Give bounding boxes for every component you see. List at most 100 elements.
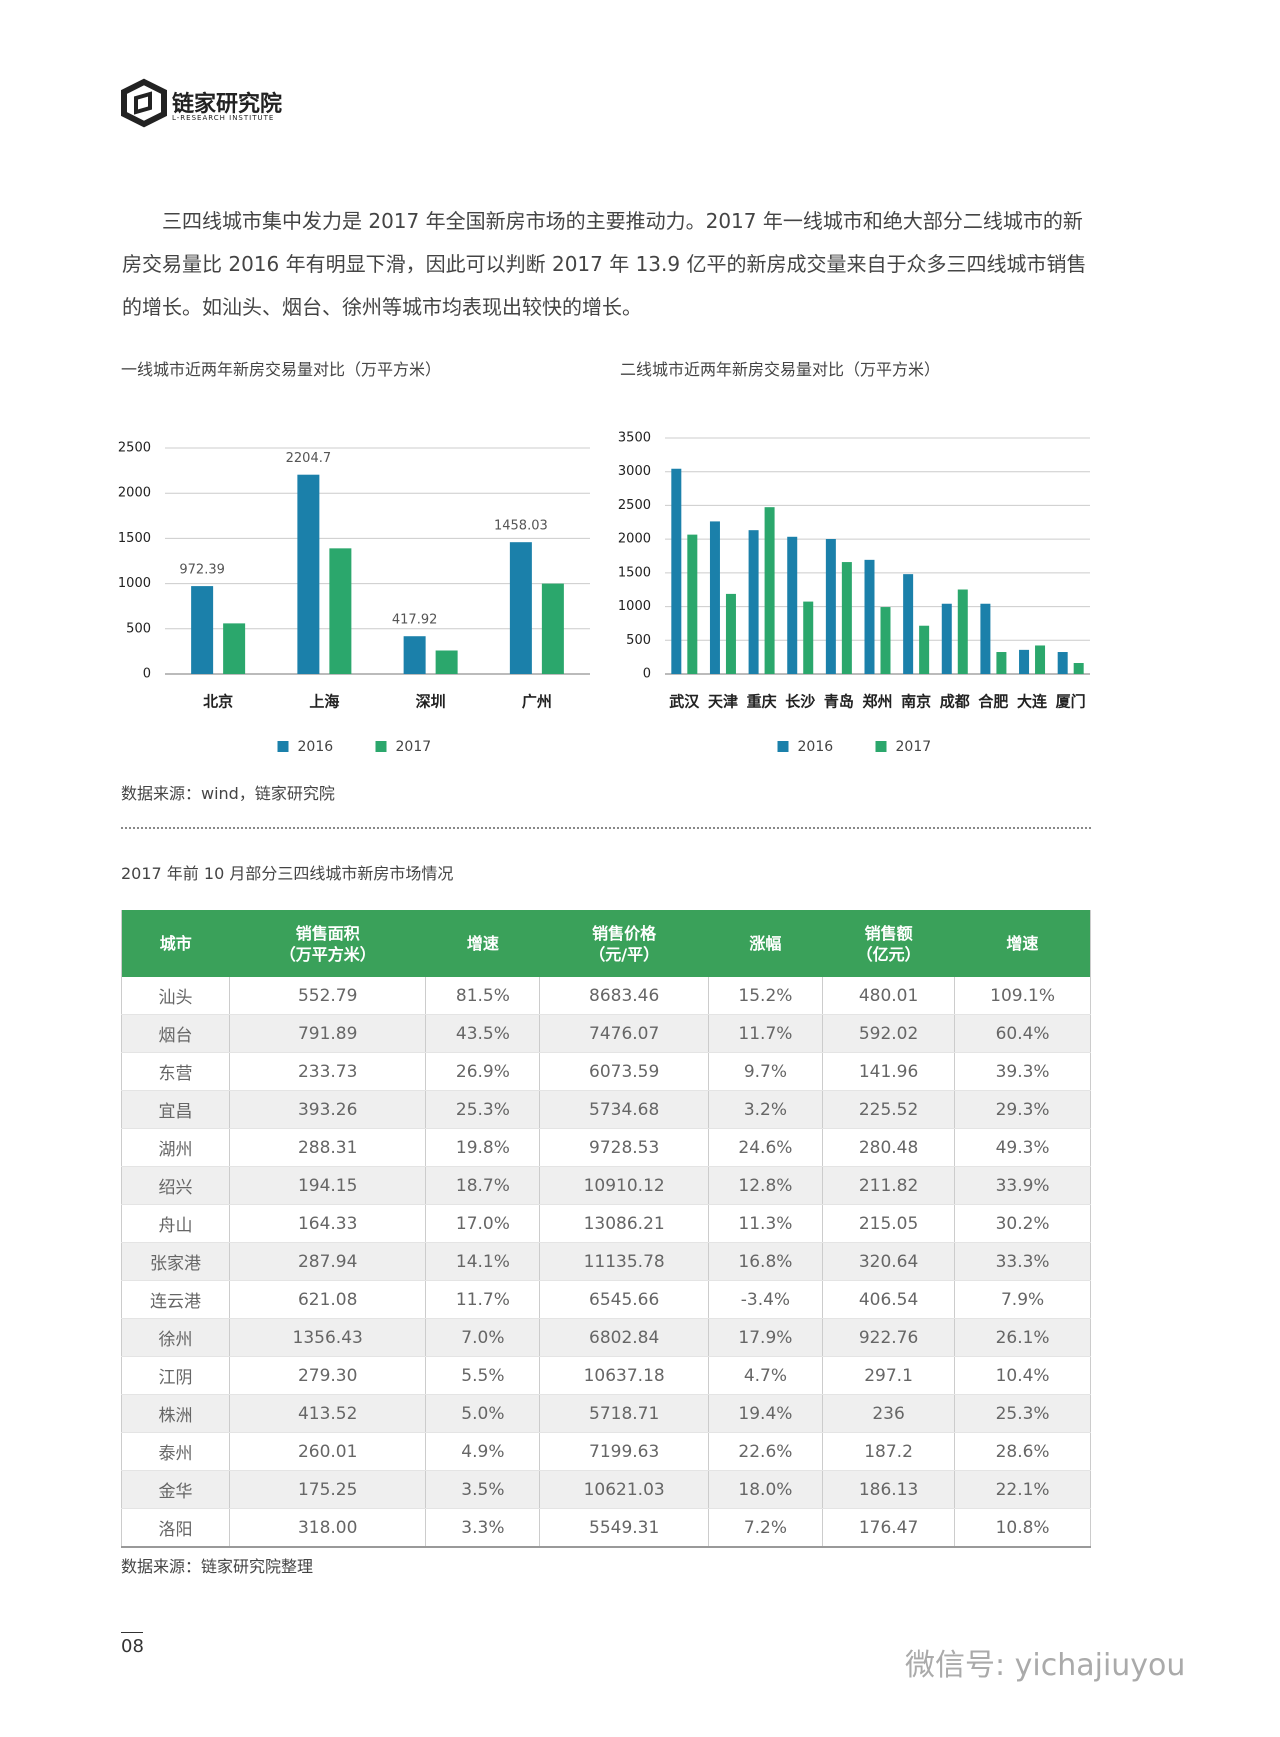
- table-cell: 922.76: [821, 1318, 955, 1357]
- table-cell: 6802.84: [539, 1318, 709, 1357]
- table-cell: 泰州: [121, 1432, 230, 1471]
- table-row: 洛阳 318.00 3.3% 5549.31 7.2% 176.47 10.8%: [121, 1508, 1091, 1548]
- table-cell: 7.0%: [425, 1318, 540, 1357]
- y-tick-label: 1000: [618, 599, 651, 614]
- table-cell: 1356.43: [229, 1318, 426, 1357]
- table-cell: 株洲: [121, 1394, 230, 1433]
- table-row: 湖州 288.31 19.8% 9728.53 24.6% 280.48 49.3%: [121, 1128, 1091, 1167]
- bar: [1073, 663, 1084, 674]
- table-cell: 288.31: [229, 1128, 426, 1167]
- table-row: 徐州 1356.43 7.0% 6802.84 17.9% 922.76 26.1%: [121, 1318, 1091, 1357]
- column-header: 涨幅: [708, 910, 823, 977]
- column-header: 城市: [121, 910, 230, 977]
- bar: [725, 593, 736, 674]
- table-cell: 张家港: [121, 1242, 230, 1281]
- table-cell: 393.26: [229, 1090, 426, 1129]
- x-tick-label: 武汉: [669, 693, 700, 711]
- bar: [880, 607, 891, 674]
- divider: [121, 827, 1091, 829]
- table-cell: 13086.21: [539, 1204, 709, 1243]
- table-cell: 7.2%: [707, 1508, 823, 1548]
- table-cell: 287.94: [229, 1242, 426, 1281]
- bar: [996, 652, 1007, 674]
- table-cell: 洛阳: [121, 1508, 230, 1548]
- logo-subtitle: L-RESEARCH INSTITUTE: [172, 114, 275, 122]
- charts: 0 500 1000 1500 2000 2500 北京 972.39 上海 2204.7 深圳 41…: [118, 431, 1090, 755]
- bar: [1057, 652, 1068, 674]
- bar: [919, 625, 930, 674]
- table-cell: 6073.59: [539, 1052, 709, 1091]
- table-cell: 236: [821, 1394, 955, 1433]
- legend-swatch: [277, 741, 289, 752]
- table-row: 宜昌 393.26 25.3% 5734.68 3.2% 225.52 29.3%: [121, 1090, 1091, 1129]
- x-tick-label: 合肥: [977, 693, 1008, 711]
- table-cell: 225.52: [821, 1090, 955, 1129]
- legend-label: 2017: [896, 739, 932, 755]
- page-number: 08: [121, 1636, 144, 1657]
- table-cell: 5.0%: [425, 1394, 540, 1433]
- table-cell: 194.15: [229, 1166, 426, 1205]
- table-cell: 10.4%: [954, 1356, 1091, 1395]
- table-cell: 33.3%: [954, 1242, 1091, 1281]
- table: 城市 销售面积 （万平方米） 增速 销售价格 （元/平） 涨幅 销售额 （亿元） 增速 汕头 5…: [121, 910, 1091, 1548]
- table-cell: 164.33: [229, 1204, 426, 1243]
- table-cell: 280.48: [821, 1128, 955, 1167]
- table-cell: 11.7%: [425, 1280, 540, 1319]
- table-cell: 10910.12: [539, 1166, 709, 1205]
- y-tick-label: 500: [126, 621, 151, 636]
- x-tick-label: 天津: [708, 693, 738, 711]
- x-tick-label: 青岛: [824, 693, 854, 711]
- table-cell: 10621.03: [539, 1470, 709, 1509]
- column-header: 增速: [954, 910, 1091, 977]
- table-cell: 297.1: [821, 1356, 955, 1395]
- table-cell: 22.6%: [707, 1432, 823, 1471]
- table-cell: 33.9%: [954, 1166, 1091, 1205]
- x-tick-label: 大连: [1017, 693, 1048, 711]
- watermark: 微信号: yichajiuyou: [905, 1648, 1186, 1683]
- bar: [825, 539, 836, 674]
- y-tick-label: 500: [626, 633, 651, 648]
- y-tick-label: 2500: [618, 498, 651, 513]
- bar: [403, 636, 426, 674]
- table-cell: 17.0%: [425, 1204, 540, 1243]
- bar: [748, 530, 759, 674]
- table-cell: 11.7%: [707, 1014, 823, 1053]
- bar: [803, 601, 814, 674]
- table-cell: 9728.53: [539, 1128, 709, 1167]
- legend-label: 2017: [396, 739, 432, 755]
- table-cell: 18.0%: [707, 1470, 823, 1509]
- table-cell: 6545.66: [539, 1280, 709, 1319]
- legend-swatch: [375, 741, 387, 752]
- table-cell: 10.8%: [954, 1508, 1091, 1548]
- table-cell: 28.6%: [954, 1432, 1091, 1471]
- table-cell: 39.3%: [954, 1052, 1091, 1091]
- table-cell: 175.25: [229, 1470, 426, 1509]
- logo-icon: [121, 78, 167, 128]
- table-cell: 7476.07: [539, 1014, 709, 1053]
- table-cell: 3.3%: [425, 1508, 540, 1548]
- bar: [764, 507, 775, 674]
- y-tick-label: 1000: [118, 576, 151, 591]
- table-cell: 215.05: [821, 1204, 955, 1243]
- table-cell: 233.73: [229, 1052, 426, 1091]
- table-cell: 7.9%: [954, 1280, 1091, 1319]
- table-title: 2017 年前 10 月部分三四线城市新房市场情况: [121, 864, 454, 883]
- table-cell: 43.5%: [425, 1014, 540, 1053]
- table-cell: 7199.63: [539, 1432, 709, 1471]
- bar: [297, 474, 320, 674]
- y-tick-label: 2000: [618, 532, 651, 547]
- bar: [957, 589, 968, 674]
- table-cell: 19.4%: [707, 1394, 823, 1433]
- x-tick-label: 南京: [901, 693, 931, 711]
- table-cell: 连云港: [121, 1280, 230, 1319]
- table-cell: 4.7%: [707, 1356, 823, 1395]
- page-rule: [121, 1632, 143, 1633]
- table-cell: 320.64: [821, 1242, 955, 1281]
- x-tick-label: 深圳: [416, 693, 446, 711]
- table-cell: 187.2: [821, 1432, 955, 1471]
- table-cell: 592.02: [821, 1014, 955, 1053]
- table-cell: 621.08: [229, 1280, 426, 1319]
- table-row: 东营 233.73 26.9% 6073.59 9.7% 141.96 39.3%: [121, 1052, 1091, 1091]
- source: 数据来源：链家研究院整理: [121, 1557, 314, 1576]
